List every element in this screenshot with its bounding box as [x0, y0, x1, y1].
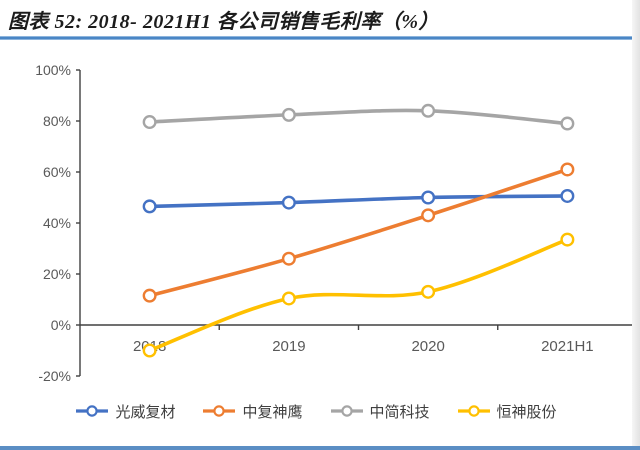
x-axis-category-label: 2020	[411, 338, 444, 355]
series-line-1	[147, 167, 570, 298]
legend-marker-line-icon	[203, 405, 236, 417]
series-marker-1-1	[281, 251, 296, 266]
legend-item-zhongjian: 中简科技	[330, 401, 430, 422]
series-marker-3-1	[281, 291, 296, 306]
legend-marker-line-icon	[330, 405, 363, 417]
legend-marker-line-icon	[76, 405, 109, 417]
y-axis-tick-label: 0%	[51, 317, 71, 333]
figure-title: 图表 52: 2018- 2021H1 各公司销售毛利率（%）	[8, 11, 440, 33]
series-line-3	[147, 237, 570, 353]
series-marker-3-2	[421, 284, 436, 299]
series-marker-0-2	[421, 190, 436, 205]
series-marker-2-1	[281, 107, 296, 122]
title-divider-rule	[0, 36, 632, 40]
series-line-2	[147, 108, 570, 126]
y-axis-tick-label: 20%	[43, 266, 71, 282]
legend-item-guangwei: 光威复材	[75, 401, 175, 422]
legend-label: 中复神鹰	[242, 403, 303, 421]
series-marker-1-0	[142, 288, 157, 303]
series-marker-0-1	[281, 195, 296, 210]
series-marker-2-0	[142, 115, 157, 130]
chart-legend: 光威复材 中复神鹰 中简科技 恒神股份	[0, 399, 632, 423]
series-marker-1-2	[421, 208, 436, 223]
y-axis-tick-label: -20%	[38, 368, 71, 384]
y-axis-tick-label: 80%	[43, 113, 71, 129]
y-axis-tick-label: 60%	[43, 164, 71, 180]
series-marker-2-2	[421, 103, 436, 118]
legend-label: 中简科技	[369, 403, 430, 421]
legend-item-hengshen: 恒神股份	[457, 401, 557, 422]
series-line-0	[147, 194, 570, 209]
legend-item-zhongfushenying: 中复神鹰	[202, 401, 303, 422]
y-axis-tick-label: 40%	[43, 215, 71, 231]
series-marker-0-3	[560, 188, 575, 203]
legend-label: 光威复材	[115, 403, 176, 421]
y-axis-tick-label: 100%	[35, 62, 71, 78]
legend-label: 恒神股份	[496, 403, 557, 421]
bottom-divider-rule	[0, 446, 640, 450]
legend-marker-line-icon	[457, 405, 490, 417]
series-marker-2-3	[560, 116, 575, 131]
series-marker-1-3	[560, 162, 575, 177]
page-edge-strip	[632, 0, 640, 450]
series-marker-3-3	[560, 232, 575, 247]
series-marker-0-0	[142, 199, 157, 214]
series-marker-3-0	[142, 343, 157, 358]
x-axis-category-label: 2019	[272, 338, 305, 355]
x-axis-category-label: 2021H1	[541, 338, 594, 355]
